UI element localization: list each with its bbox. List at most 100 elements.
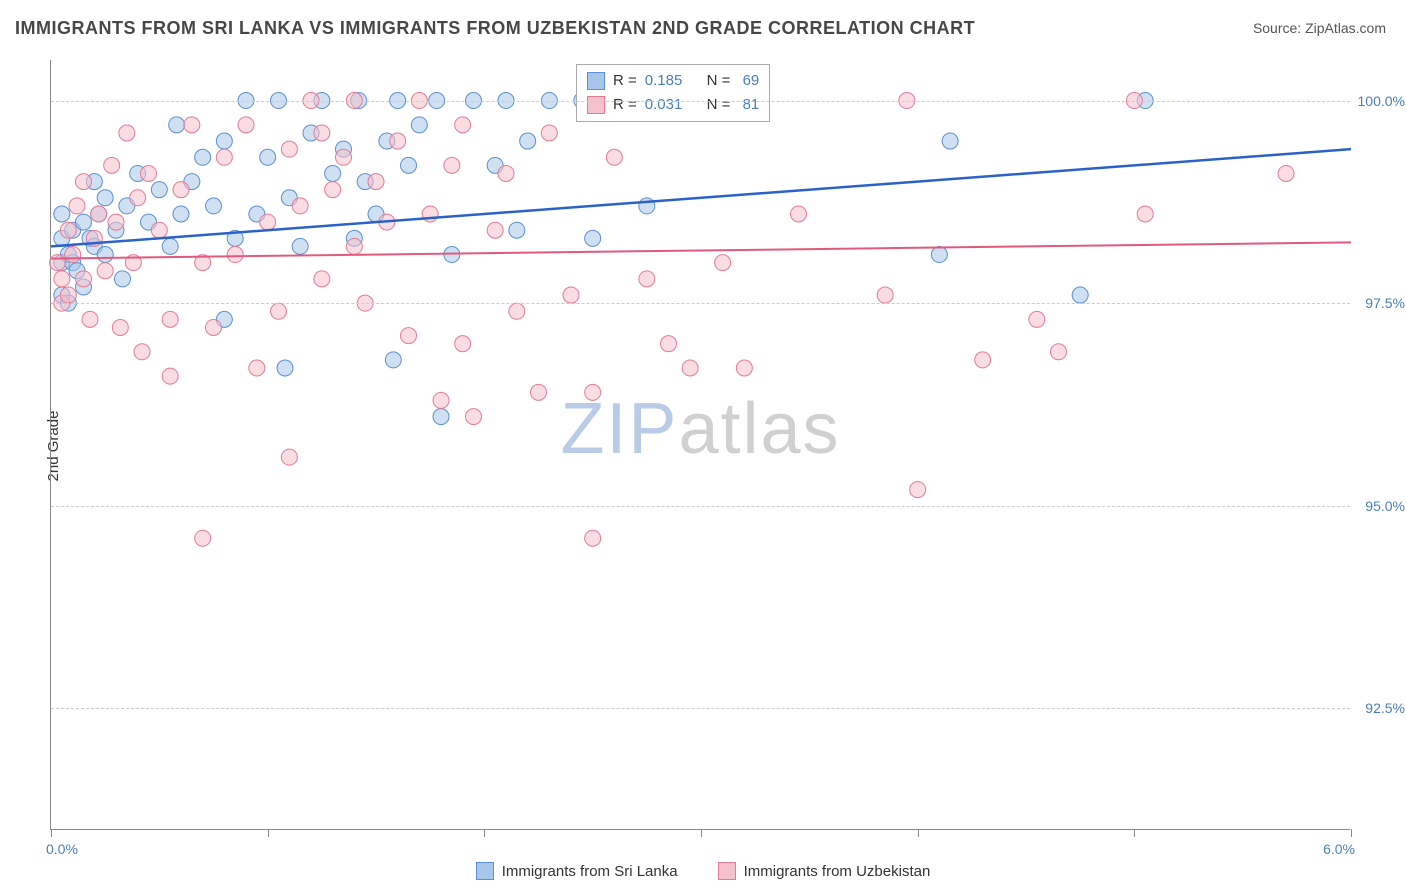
scatter-point bbox=[206, 198, 222, 214]
scatter-point bbox=[162, 311, 178, 327]
scatter-point bbox=[487, 222, 503, 238]
scatter-point bbox=[509, 303, 525, 319]
scatter-point bbox=[162, 368, 178, 384]
y-tick-label: 97.5% bbox=[1355, 295, 1405, 311]
scatter-point bbox=[277, 360, 293, 376]
scatter-point bbox=[520, 133, 536, 149]
legend-r-value: 0.031 bbox=[645, 93, 683, 117]
scatter-point bbox=[119, 125, 135, 141]
legend-inset: R =0.185 N = 69R =0.031 N = 81 bbox=[576, 64, 770, 122]
scatter-point bbox=[1051, 344, 1067, 360]
scatter-point bbox=[401, 328, 417, 344]
legend-swatch bbox=[587, 96, 605, 114]
scatter-point bbox=[249, 360, 265, 376]
scatter-point bbox=[60, 287, 76, 303]
scatter-point bbox=[173, 182, 189, 198]
x-tick bbox=[918, 829, 919, 837]
scatter-point bbox=[108, 214, 124, 230]
source-attribution: Source: ZipAtlas.com bbox=[1253, 20, 1386, 36]
bottom-legend: Immigrants from Sri Lanka Immigrants from… bbox=[0, 862, 1406, 880]
scatter-point bbox=[585, 530, 601, 546]
scatter-point bbox=[791, 206, 807, 222]
scatter-point bbox=[65, 247, 81, 263]
legend-swatch bbox=[718, 862, 736, 880]
legend-row: R =0.185 N = 69 bbox=[587, 69, 759, 93]
scatter-point bbox=[76, 214, 92, 230]
scatter-point bbox=[541, 125, 557, 141]
gridline-h bbox=[51, 506, 1350, 507]
legend-swatch bbox=[587, 72, 605, 90]
x-tick bbox=[51, 829, 52, 837]
scatter-point bbox=[639, 271, 655, 287]
scatter-point bbox=[82, 311, 98, 327]
bottom-legend-label: Immigrants from Sri Lanka bbox=[502, 863, 678, 880]
gridline-h bbox=[51, 708, 1350, 709]
scatter-point bbox=[498, 165, 514, 181]
scatter-point bbox=[97, 247, 113, 263]
scatter-point bbox=[216, 133, 232, 149]
scatter-point bbox=[206, 319, 222, 335]
bottom-legend-item: Immigrants from Sri Lanka bbox=[476, 862, 678, 880]
scatter-point bbox=[260, 149, 276, 165]
scatter-point bbox=[281, 449, 297, 465]
plot-area: ZIPatlas R =0.185 N = 69R =0.031 N = 81 … bbox=[50, 60, 1350, 830]
scatter-point bbox=[292, 238, 308, 254]
bottom-legend-item: Immigrants from Uzbekistan bbox=[718, 862, 931, 880]
y-tick-label: 95.0% bbox=[1355, 498, 1405, 514]
scatter-point bbox=[585, 384, 601, 400]
trend-line bbox=[51, 242, 1351, 258]
scatter-point bbox=[238, 117, 254, 133]
gridline-h bbox=[51, 101, 1350, 102]
scatter-point bbox=[682, 360, 698, 376]
scatter-point bbox=[97, 190, 113, 206]
scatter-point bbox=[401, 157, 417, 173]
legend-swatch bbox=[476, 862, 494, 880]
legend-n-value: 81 bbox=[738, 93, 759, 117]
scatter-point bbox=[346, 238, 362, 254]
scatter-point bbox=[292, 198, 308, 214]
scatter-point bbox=[910, 482, 926, 498]
legend-r-value: 0.185 bbox=[645, 69, 683, 93]
scatter-point bbox=[54, 206, 70, 222]
scatter-point bbox=[585, 230, 601, 246]
scatter-point bbox=[1029, 311, 1045, 327]
scatter-point bbox=[368, 174, 384, 190]
scatter-point bbox=[76, 174, 92, 190]
scatter-point bbox=[1072, 287, 1088, 303]
scatter-point bbox=[134, 344, 150, 360]
scatter-point bbox=[141, 165, 157, 181]
scatter-point bbox=[50, 255, 66, 271]
scatter-point bbox=[509, 222, 525, 238]
legend-r-label: R = bbox=[613, 93, 637, 117]
scatter-point bbox=[97, 263, 113, 279]
scatter-point bbox=[314, 271, 330, 287]
legend-r-label: R = bbox=[613, 69, 637, 93]
scatter-point bbox=[69, 198, 85, 214]
scatter-point bbox=[455, 336, 471, 352]
scatter-point bbox=[60, 222, 76, 238]
scatter-point bbox=[195, 149, 211, 165]
legend-n-value: 69 bbox=[738, 69, 759, 93]
scatter-point bbox=[112, 319, 128, 335]
scatter-point bbox=[314, 125, 330, 141]
scatter-point bbox=[1137, 206, 1153, 222]
scatter-point bbox=[281, 141, 297, 157]
scatter-point bbox=[942, 133, 958, 149]
scatter-point bbox=[271, 303, 287, 319]
scatter-point bbox=[54, 271, 70, 287]
scatter-point bbox=[931, 247, 947, 263]
y-tick-label: 100.0% bbox=[1355, 93, 1405, 109]
scatter-point bbox=[1278, 165, 1294, 181]
scatter-point bbox=[104, 157, 120, 173]
x-axis-min-label: 0.0% bbox=[46, 841, 78, 857]
gridline-h bbox=[51, 303, 1350, 304]
chart-svg bbox=[51, 60, 1350, 829]
scatter-point bbox=[325, 165, 341, 181]
legend-row: R =0.031 N = 81 bbox=[587, 93, 759, 117]
scatter-point bbox=[130, 190, 146, 206]
scatter-point bbox=[162, 238, 178, 254]
trend-line bbox=[51, 149, 1351, 246]
scatter-point bbox=[184, 117, 200, 133]
scatter-point bbox=[336, 149, 352, 165]
scatter-point bbox=[195, 530, 211, 546]
